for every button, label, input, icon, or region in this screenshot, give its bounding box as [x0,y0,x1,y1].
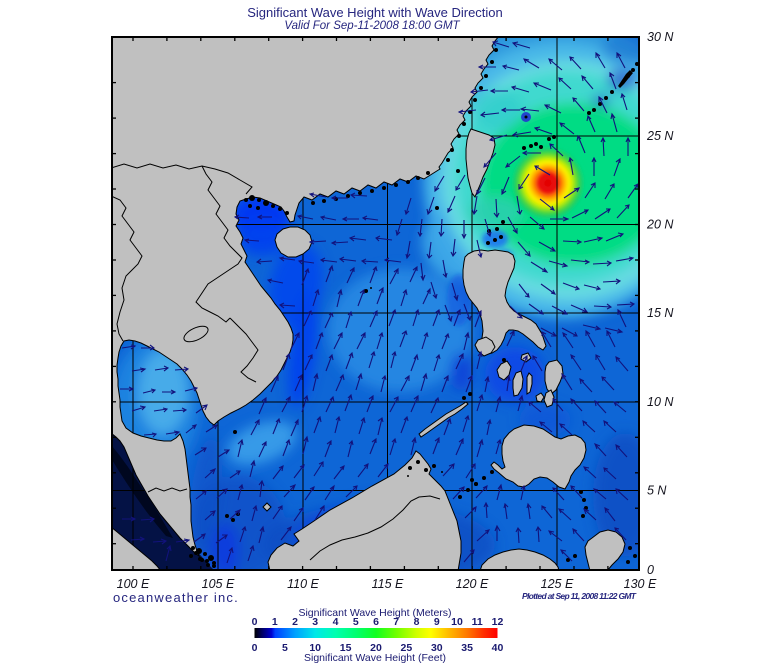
svg-text:20: 20 [370,642,382,654]
svg-text:Plotted at Sep 11, 2008 11:22: Plotted at Sep 11, 2008 11:22 GMT [522,591,637,601]
svg-text:130 E: 130 E [624,577,657,591]
svg-text:10: 10 [309,642,321,654]
svg-text:Valid For Sep-11-2008 18:00 GM: Valid For Sep-11-2008 18:00 GMT [284,20,460,32]
svg-text:3: 3 [312,616,318,628]
svg-text:9: 9 [434,616,440,628]
svg-text:0: 0 [252,616,258,628]
svg-text:15: 15 [340,642,352,654]
svg-text:6: 6 [373,616,379,628]
svg-text:7: 7 [393,616,399,628]
svg-text:110 E: 110 E [287,577,319,591]
svg-text:115 E: 115 E [372,577,404,591]
svg-text:4: 4 [333,616,339,628]
svg-text:20 N: 20 N [646,218,674,232]
svg-text:8: 8 [414,616,420,628]
svg-text:0: 0 [647,563,654,577]
svg-text:Significant Wave Height (Meter: Significant Wave Height (Meters) [298,607,451,619]
svg-text:oceanweather inc.: oceanweather inc. [113,590,239,605]
svg-text:40: 40 [492,642,504,654]
svg-text:Significant Wave Height (Feet): Significant Wave Height (Feet) [304,652,446,664]
svg-text:125 E: 125 E [541,577,574,591]
svg-text:10 N: 10 N [647,395,674,409]
svg-text:35: 35 [461,642,473,654]
svg-text:15 N: 15 N [647,306,674,320]
svg-text:2: 2 [292,616,298,628]
svg-text:30: 30 [431,642,443,654]
svg-text:120 E: 120 E [456,577,489,591]
svg-text:5: 5 [353,616,359,628]
svg-text:11: 11 [472,616,483,628]
svg-text:1: 1 [272,616,278,628]
svg-text:5 N: 5 N [647,484,667,498]
svg-text:10: 10 [451,616,463,628]
svg-text:100 E: 100 E [117,577,150,591]
svg-text:105 E: 105 E [202,577,235,591]
svg-text:0: 0 [252,642,258,654]
svg-text:25 N: 25 N [646,129,674,143]
svg-text:30 N: 30 N [647,30,674,44]
svg-text:12: 12 [492,616,504,628]
svg-text:5: 5 [282,642,288,654]
svg-text:Significant Wave Height with W: Significant Wave Height with Wave Direct… [247,5,503,20]
svg-text:25: 25 [401,642,413,654]
